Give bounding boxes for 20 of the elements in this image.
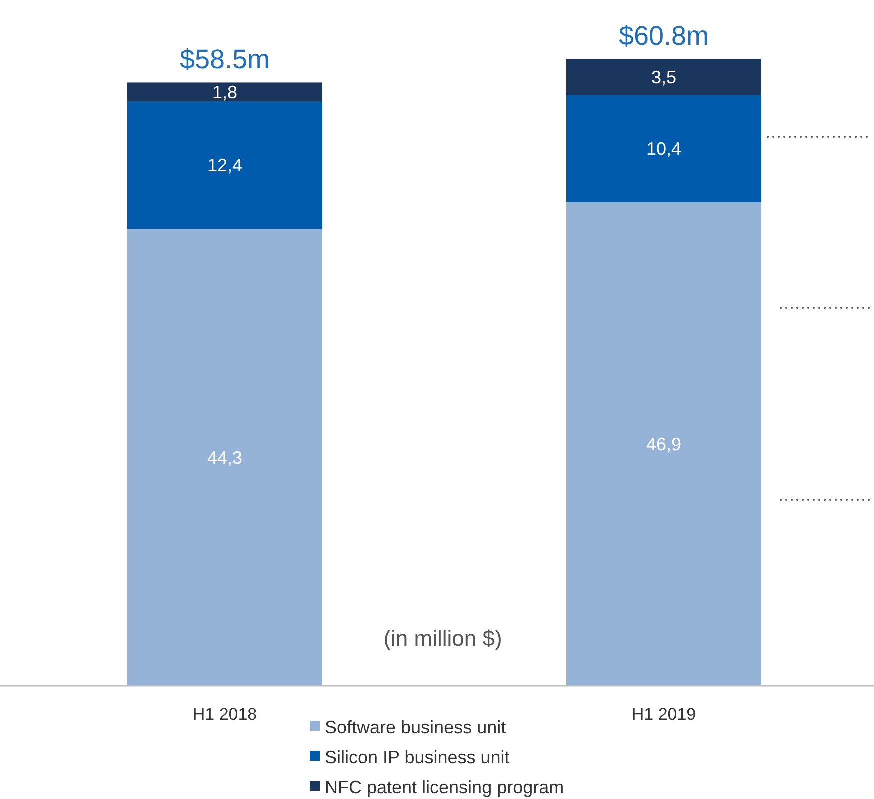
legend-label: Software business unit (325, 717, 506, 738)
legend-label: NFC patent licensing program (325, 777, 564, 798)
total-label: $60.8m (618, 21, 710, 51)
data-label: 46,9 (646, 434, 682, 454)
bar (128, 229, 322, 686)
data-label: 12,4 (207, 156, 243, 176)
x-tick-label: H1 2018 (192, 705, 258, 724)
bar (128, 82, 322, 102)
data-label: 44,3 (207, 448, 243, 468)
bar (566, 202, 762, 686)
total-label: $58.5m (180, 44, 270, 75)
bar (566, 59, 762, 96)
annotation: (in million $) (384, 626, 502, 651)
bar (128, 101, 322, 230)
bar (566, 95, 762, 202)
data-label: 1,8 (212, 82, 238, 102)
data-label: 10,4 (646, 139, 682, 160)
x-tick-label: H1 2019 (632, 705, 696, 724)
data-label: 3,5 (651, 67, 677, 88)
legend-label: Silicon IP business unit (325, 747, 510, 768)
